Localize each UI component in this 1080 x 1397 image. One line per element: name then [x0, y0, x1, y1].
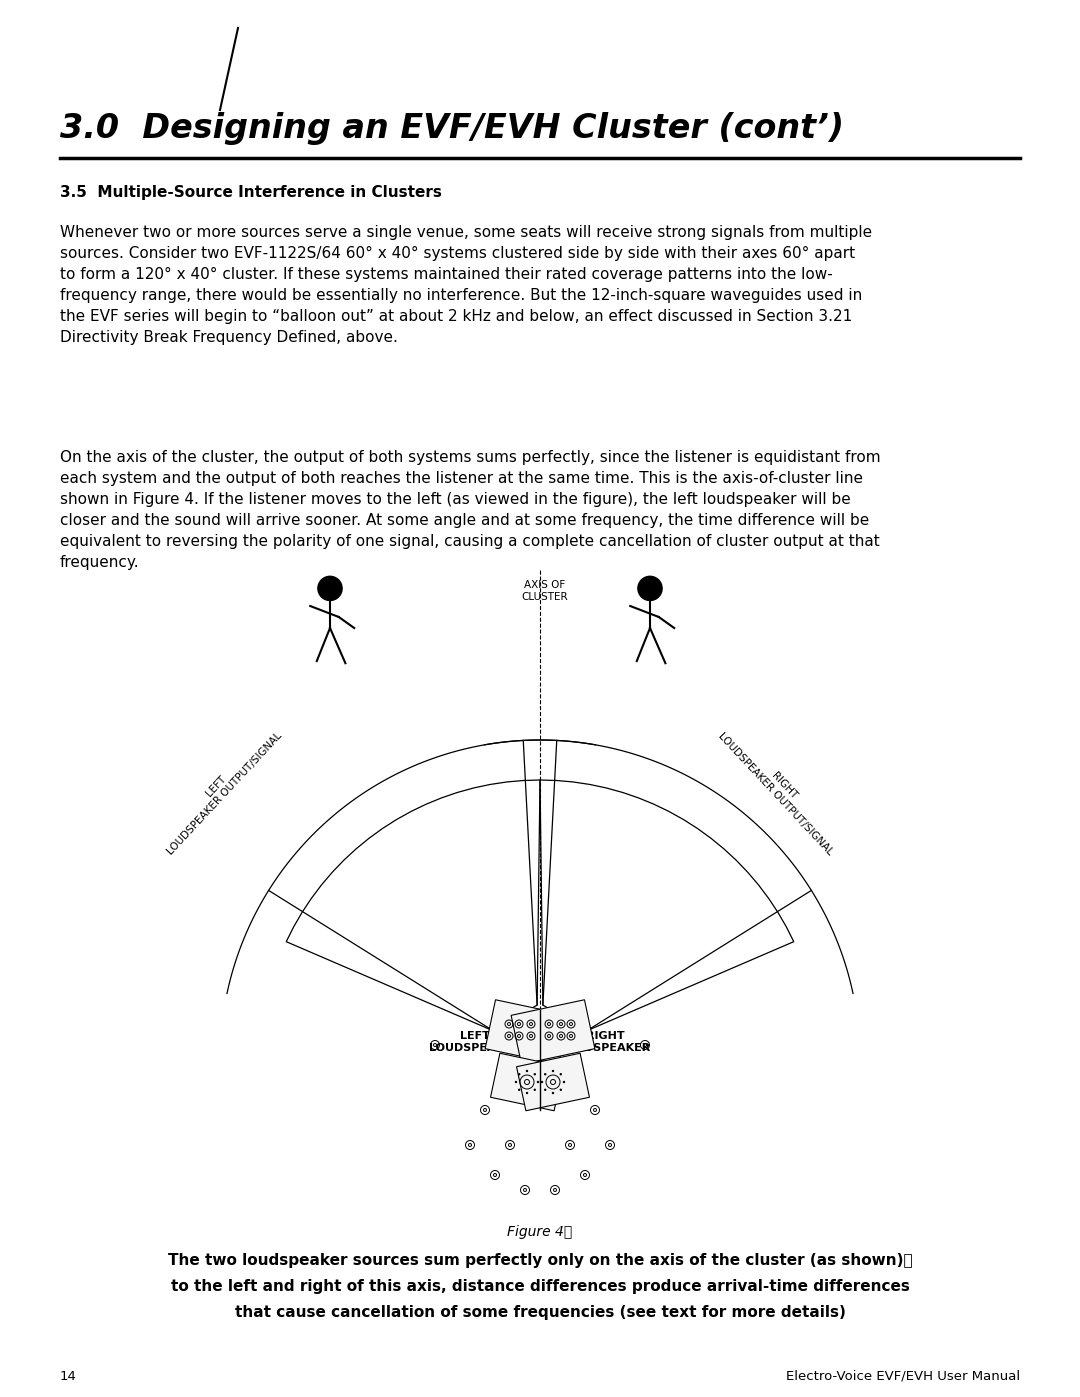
Text: Electro-Voice EVF/EVH User Manual: Electro-Voice EVF/EVH User Manual — [786, 1370, 1020, 1383]
Text: that cause cancellation of some frequencies (see text for more details): that cause cancellation of some frequenc… — [234, 1305, 846, 1320]
Circle shape — [526, 1070, 528, 1073]
Circle shape — [518, 1088, 521, 1091]
Circle shape — [318, 577, 342, 601]
Circle shape — [537, 1081, 539, 1083]
Polygon shape — [490, 1053, 564, 1111]
Text: On the axis of the cluster, the output of both systems sums perfectly, since the: On the axis of the cluster, the output o… — [60, 450, 880, 570]
Circle shape — [559, 1088, 562, 1091]
Circle shape — [534, 1088, 536, 1091]
Text: Whenever two or more sources serve a single venue, some seats will receive stron: Whenever two or more sources serve a sin… — [60, 225, 873, 345]
Polygon shape — [485, 1000, 569, 1065]
Circle shape — [552, 1092, 554, 1094]
Circle shape — [563, 1081, 565, 1083]
Text: 3.0  Designing an EVF/EVH Cluster (cont’): 3.0 Designing an EVF/EVH Cluster (cont’) — [60, 112, 843, 145]
Text: The two loudspeaker sources sum perfectly only on the axis of the cluster (as sh: The two loudspeaker sources sum perfectl… — [167, 1253, 913, 1268]
Circle shape — [544, 1088, 546, 1091]
Circle shape — [541, 1081, 543, 1083]
Text: RIGHT
LOUDSPEAKER: RIGHT LOUDSPEAKER — [559, 1031, 650, 1053]
Polygon shape — [511, 1000, 595, 1065]
Text: RIGHT
LOUDSPEAKER OUTPUT/SIGNAL: RIGHT LOUDSPEAKER OUTPUT/SIGNAL — [716, 724, 843, 856]
Circle shape — [638, 577, 662, 601]
Circle shape — [552, 1070, 554, 1073]
Text: LEFT
LOUDSPEAKER OUTPUT/SIGNAL: LEFT LOUDSPEAKER OUTPUT/SIGNAL — [157, 724, 284, 856]
Text: AXIS OF
CLUSTER: AXIS OF CLUSTER — [522, 580, 568, 602]
Circle shape — [526, 1092, 528, 1094]
Text: 14: 14 — [60, 1370, 77, 1383]
Text: LEFT
LOUDSPEAKER: LEFT LOUDSPEAKER — [430, 1031, 521, 1053]
Polygon shape — [516, 1053, 590, 1111]
Circle shape — [515, 1081, 517, 1083]
Text: Figure 4: Figure 4 — [508, 1225, 572, 1239]
Circle shape — [518, 1073, 521, 1076]
Circle shape — [559, 1073, 562, 1076]
Text: to the left and right of this axis, distance differences produce arrival-time di: to the left and right of this axis, dist… — [171, 1280, 909, 1294]
Circle shape — [534, 1073, 536, 1076]
Circle shape — [544, 1073, 546, 1076]
Text: 3.5  Multiple-Source Interference in Clusters: 3.5 Multiple-Source Interference in Clus… — [60, 184, 442, 200]
